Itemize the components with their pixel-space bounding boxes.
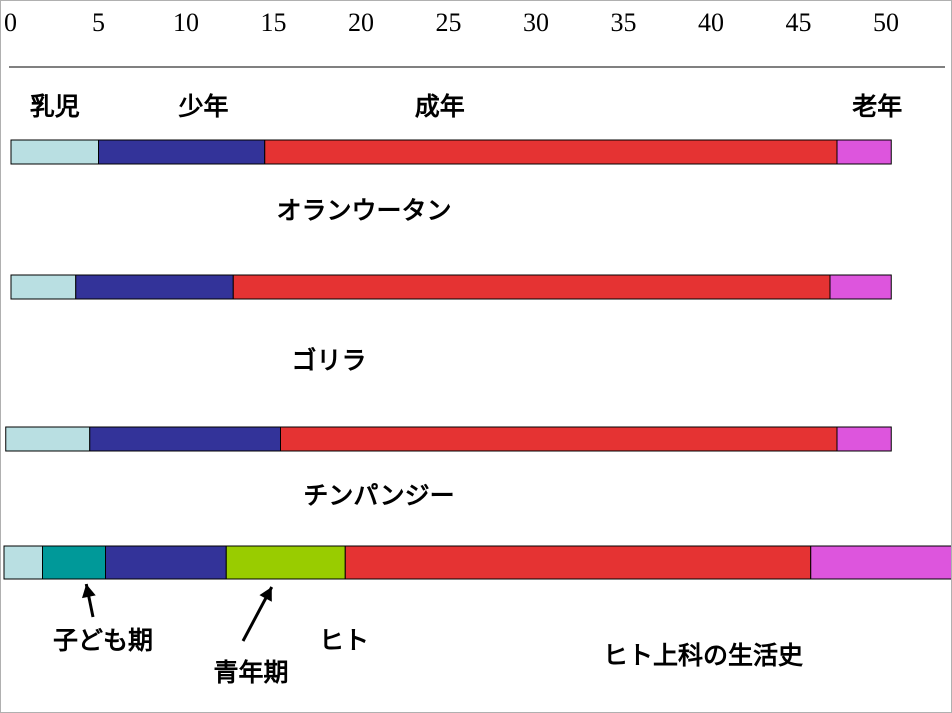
bar-segment <box>105 545 227 580</box>
x-tick-label: 0 <box>4 8 17 37</box>
stage-label: 乳児 <box>30 92 80 121</box>
bar-segment <box>829 274 892 300</box>
stage-label: 老年 <box>852 92 902 121</box>
x-tick-label: 15 <box>261 8 287 37</box>
series-label: チンパンジー <box>303 481 454 510</box>
series-label: ヒト <box>319 626 369 655</box>
bar-segment <box>89 426 281 452</box>
x-tick-label: 25 <box>436 8 462 37</box>
bar-segment <box>232 274 831 300</box>
x-tick-label: 5 <box>92 8 105 37</box>
bar-segment <box>3 545 43 580</box>
series-label: ゴリラ <box>291 346 366 375</box>
x-tick-label: 40 <box>698 8 724 37</box>
chart-title: ヒト上科の生活史 <box>603 641 804 670</box>
bar-segment <box>264 139 838 165</box>
stage-label: 少年 <box>177 92 228 121</box>
stage-label: 成年 <box>415 92 465 121</box>
bar-segment <box>836 139 892 165</box>
bar-segment <box>225 545 346 580</box>
annotation-label: 子ども期 <box>53 626 153 655</box>
bar-segment <box>10 139 99 165</box>
x-tick-label: 30 <box>523 8 549 37</box>
x-tick-label: 50 <box>873 8 899 37</box>
bar-segment <box>5 426 91 452</box>
annotation-label: 青年期 <box>213 658 288 687</box>
x-tick-label: 45 <box>786 8 812 37</box>
bar-segment <box>836 426 892 452</box>
series-label: オランウータン <box>276 196 451 225</box>
bar-segment <box>75 274 234 300</box>
bar-segment <box>810 545 951 580</box>
arrow-kodomoki-head <box>81 584 96 599</box>
bar-segment <box>344 545 812 580</box>
x-tick-label: 35 <box>611 8 637 37</box>
bar-segment <box>98 139 266 165</box>
x-tick-label: 20 <box>348 8 374 37</box>
x-tick-label: 10 <box>173 8 199 37</box>
bar-segment <box>42 545 106 580</box>
bar-segment <box>280 426 838 452</box>
arrow-seinenki-head <box>259 587 272 602</box>
bar-segment <box>10 274 77 300</box>
